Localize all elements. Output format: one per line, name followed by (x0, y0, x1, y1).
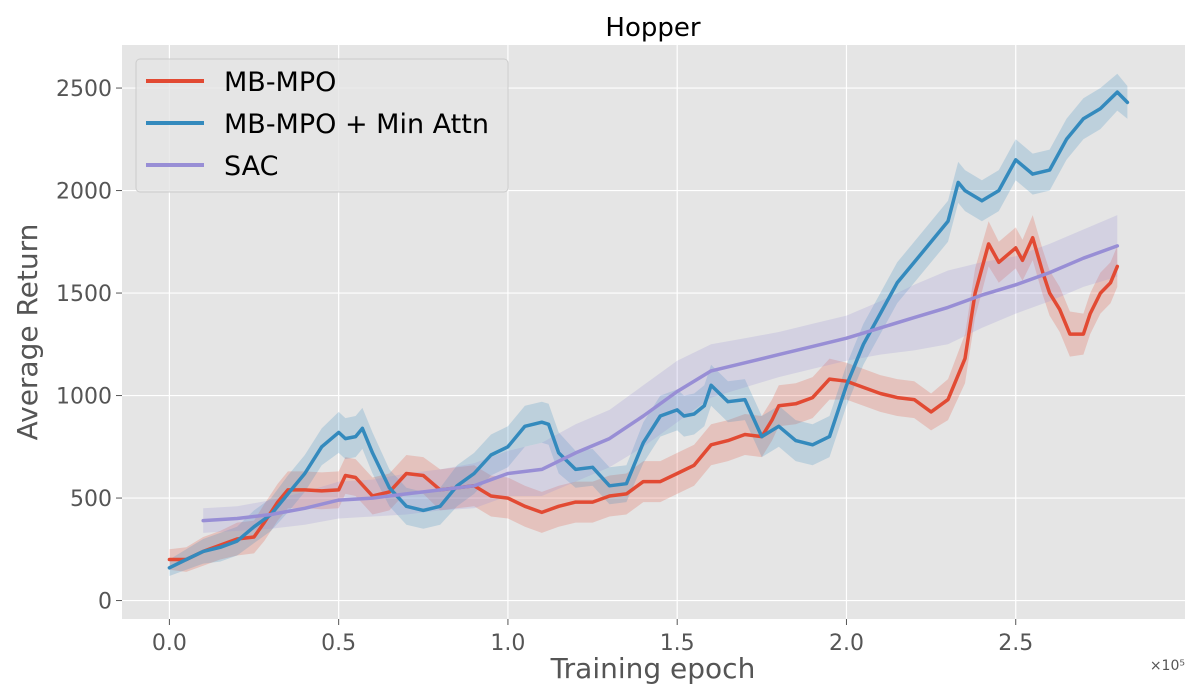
x-axis-ticks: 0.0 0.5 1.0 1.5 2.0 2.5 (152, 619, 1033, 656)
y-tick-label: 500 (70, 487, 112, 512)
x-tick-label: 0.5 (321, 631, 356, 656)
line-sac (201, 244, 1120, 523)
y-tick-label: 1000 (56, 385, 112, 410)
y-axis-label: Average Return (11, 224, 44, 441)
y-tick-label: 0 (98, 590, 112, 615)
legend-label-mb-mpo: MB-MPO (224, 67, 336, 98)
chart-title: Hopper (605, 13, 700, 43)
band-mb-mpo-min-attn (169, 73, 1128, 576)
band-sac (203, 215, 1118, 533)
y-tick-label: 2000 (56, 180, 112, 205)
legend-label-mb-mpo-min-attn: MB-MPO + Min Attn (224, 109, 489, 140)
confidence-bands (169, 73, 1128, 576)
x-axis-label: Training epoch (550, 652, 756, 685)
x-tick-label: 1.5 (660, 631, 695, 656)
x-tick-label: 0.0 (152, 631, 187, 656)
x-tick-label: 2.0 (829, 631, 864, 656)
band-mb-mpo (169, 215, 1118, 572)
line-mb-mpo (167, 235, 1120, 562)
line-mb-mpo-min-attn (167, 90, 1130, 570)
legend-box (135, 58, 509, 193)
x-tick-label: 2.5 (998, 631, 1033, 656)
series-lines (167, 90, 1130, 570)
y-tick-label: 1500 (56, 282, 112, 307)
x-axis-offset-label: ×10⁵ (1150, 658, 1185, 674)
y-tick-label: 2500 (56, 77, 112, 102)
x-tick-label: 1.0 (490, 631, 525, 656)
legend-label-sac: SAC (224, 151, 279, 182)
legend: MB-MPO MB-MPO + Min Attn SAC (135, 58, 509, 193)
y-axis-ticks: 0 500 1000 1500 2000 2500 (56, 77, 122, 615)
